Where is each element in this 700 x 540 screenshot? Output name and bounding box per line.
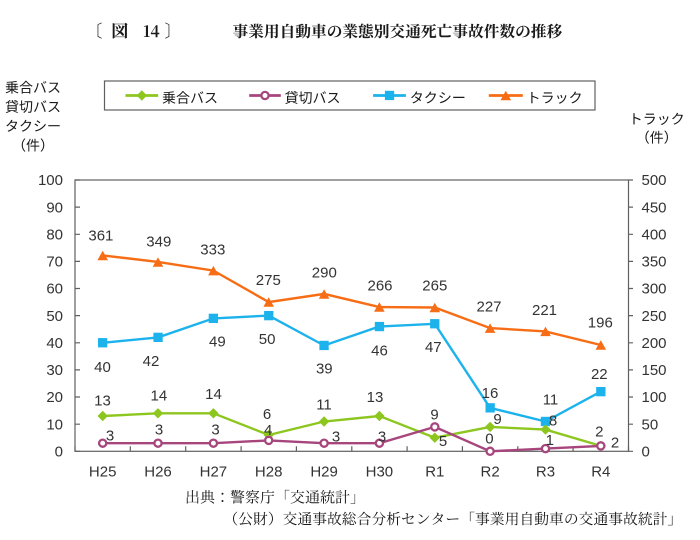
svg-text:6: 6 <box>263 406 271 423</box>
svg-text:1: 1 <box>546 432 554 449</box>
svg-text:R1: R1 <box>425 464 444 481</box>
svg-text:100: 100 <box>642 389 667 406</box>
svg-text:333: 333 <box>200 241 225 258</box>
svg-text:39: 39 <box>316 361 333 378</box>
svg-text:200: 200 <box>642 335 667 352</box>
svg-text:22: 22 <box>591 366 608 383</box>
svg-text:0: 0 <box>55 444 63 461</box>
svg-text:0: 0 <box>485 431 493 448</box>
svg-text:H26: H26 <box>144 464 172 481</box>
svg-text:300: 300 <box>642 281 667 298</box>
svg-text:50: 50 <box>46 308 63 325</box>
svg-text:500: 500 <box>642 172 667 189</box>
svg-text:H27: H27 <box>200 464 228 481</box>
svg-text:2: 2 <box>595 423 603 440</box>
svg-text:11: 11 <box>316 397 332 414</box>
svg-text:60: 60 <box>46 281 63 298</box>
svg-text:450: 450 <box>642 199 667 216</box>
svg-text:50: 50 <box>642 416 659 433</box>
svg-text:50: 50 <box>259 331 276 348</box>
svg-text:3: 3 <box>332 429 340 446</box>
svg-text:275: 275 <box>256 272 281 289</box>
svg-text:H29: H29 <box>310 464 338 481</box>
svg-text:3: 3 <box>155 422 163 439</box>
svg-text:49: 49 <box>209 333 226 350</box>
svg-text:14: 14 <box>151 388 168 405</box>
svg-text:14: 14 <box>205 386 222 403</box>
svg-text:2: 2 <box>611 435 619 452</box>
svg-text:40: 40 <box>94 359 111 376</box>
svg-text:40: 40 <box>46 335 63 352</box>
svg-text:400: 400 <box>642 227 667 244</box>
svg-text:30: 30 <box>46 362 63 379</box>
svg-text:221: 221 <box>532 302 557 319</box>
svg-text:250: 250 <box>642 308 667 325</box>
svg-text:42: 42 <box>143 353 160 370</box>
svg-text:266: 266 <box>367 278 392 295</box>
svg-text:3: 3 <box>378 429 386 446</box>
svg-text:11: 11 <box>543 392 559 409</box>
svg-text:10: 10 <box>46 416 63 433</box>
svg-text:47: 47 <box>425 339 442 356</box>
svg-text:100: 100 <box>38 172 63 189</box>
svg-text:361: 361 <box>88 228 113 245</box>
svg-text:13: 13 <box>94 393 111 410</box>
svg-text:290: 290 <box>312 265 337 282</box>
svg-text:H28: H28 <box>255 464 283 481</box>
svg-text:13: 13 <box>367 389 384 406</box>
svg-text:20: 20 <box>46 389 63 406</box>
svg-text:5: 5 <box>439 433 447 450</box>
svg-text:0: 0 <box>642 444 650 461</box>
svg-text:46: 46 <box>371 343 388 360</box>
svg-text:3: 3 <box>106 428 114 445</box>
svg-text:196: 196 <box>588 315 613 332</box>
svg-text:R2: R2 <box>481 464 500 481</box>
svg-text:H30: H30 <box>366 464 394 481</box>
svg-text:9: 9 <box>493 411 501 428</box>
svg-text:4: 4 <box>264 422 272 439</box>
svg-text:227: 227 <box>476 299 501 316</box>
svg-text:350: 350 <box>642 254 667 271</box>
svg-text:16: 16 <box>482 385 499 402</box>
svg-text:349: 349 <box>146 234 171 251</box>
svg-text:90: 90 <box>46 199 63 216</box>
svg-text:265: 265 <box>422 278 447 295</box>
svg-text:80: 80 <box>46 227 63 244</box>
svg-text:9: 9 <box>430 407 438 424</box>
svg-text:H25: H25 <box>89 464 117 481</box>
svg-text:150: 150 <box>642 362 667 379</box>
svg-text:8: 8 <box>549 413 557 430</box>
svg-text:70: 70 <box>46 254 63 271</box>
svg-text:R4: R4 <box>591 464 610 481</box>
svg-text:R3: R3 <box>536 464 555 481</box>
svg-text:3: 3 <box>211 422 219 439</box>
